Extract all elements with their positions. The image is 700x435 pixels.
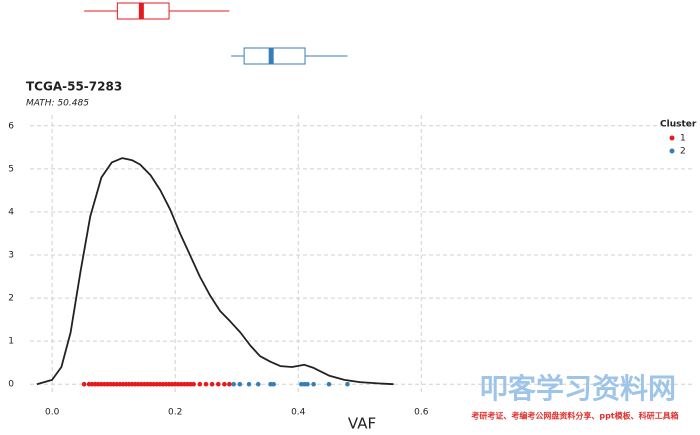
rug-point [305,381,310,387]
legend-marker [669,135,675,141]
rug-point [345,381,350,387]
chart-subtitle: MATH: 50.485 [26,99,89,109]
watermark-subtitle: 考研考证、考编考公网盘资料分享、ppt模板、科研工具箱 [471,411,678,421]
rug-point [215,381,221,387]
legend-label: 1 [680,134,686,144]
y-tick-label: 0 [8,380,14,390]
rug-point [231,381,236,387]
rug-point [326,381,332,387]
box-median [138,3,144,19]
y-tick-label: 2 [8,294,14,304]
watermark-title: 叩客学习资料网 [480,372,676,405]
density-curve [36,157,394,386]
x-tick-label: 0.0 [45,408,60,418]
legend-marker [669,148,675,154]
x-tick-label: 0.2 [168,408,182,418]
rug-point [209,381,215,387]
rug-point [197,381,203,387]
rug-point [222,381,227,387]
chart-title: TCGA-55-7283 [26,80,122,94]
x-tick-label: 0.4 [291,408,306,418]
x-tick-label: 0.6 [414,408,429,418]
rug-point [271,381,276,387]
box [243,47,306,65]
box-median [268,48,274,64]
x-axis-label: VAF [348,415,376,433]
rug-point [203,381,209,387]
rug-point [311,381,316,387]
legend-label: 2 [680,147,686,157]
rug-point [246,381,252,387]
rug-point [191,381,196,387]
rug-point [237,381,243,387]
rug-point [255,381,261,387]
y-tick-label: 1 [8,337,14,347]
y-tick-label: 6 [8,121,14,131]
y-tick-label: 5 [8,164,14,174]
y-tick-label: 3 [8,251,14,261]
rug-point [227,381,232,387]
rug-point [81,381,87,387]
y-tick-label: 4 [8,207,14,217]
legend-title: Cluster [660,120,697,130]
